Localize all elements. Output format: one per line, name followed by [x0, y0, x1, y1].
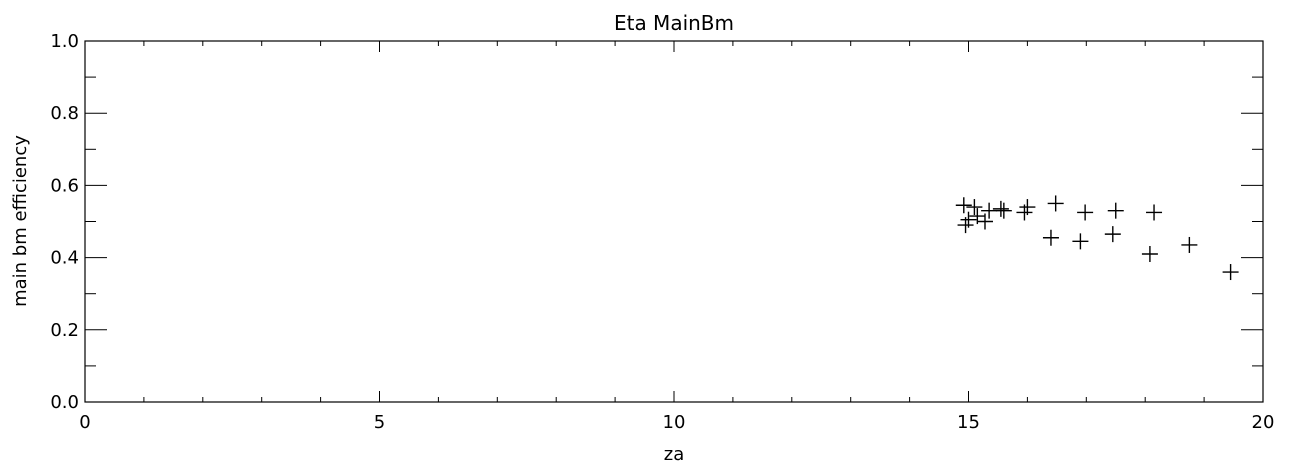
- data-point: [1077, 204, 1094, 221]
- plot-frame: [84, 40, 1264, 403]
- y-axis-label: main bm efficiency: [10, 135, 31, 307]
- chart-title: Eta MainBm: [614, 11, 734, 35]
- data-point: [1104, 226, 1121, 243]
- y-tick-label: 0.6: [50, 175, 79, 196]
- x-tick-label: 15: [957, 412, 980, 433]
- axis-ticks: 0 5 10 15 20 0.0 0.2 0.4 0.6 0.8 1.0: [50, 31, 1274, 433]
- data-point: [955, 197, 972, 214]
- data-point: [1222, 264, 1239, 281]
- data-point: [1181, 236, 1198, 253]
- data-point: [966, 199, 983, 216]
- data-point: [992, 200, 1009, 217]
- x-axis-label: za: [664, 444, 684, 465]
- data-point: [995, 202, 1012, 219]
- y-tick-label: 0.0: [50, 392, 79, 413]
- data-point: [960, 211, 977, 228]
- data-point: [1072, 233, 1089, 250]
- y-tick-label: 1.0: [50, 31, 79, 52]
- data-point: [1019, 199, 1036, 216]
- data-point: [1042, 229, 1059, 246]
- data-point: [1146, 204, 1163, 221]
- y-tick-label: 0.8: [50, 103, 79, 124]
- data-point: [981, 202, 998, 219]
- x-tick-label: 5: [374, 412, 385, 433]
- data-points: [955, 195, 1239, 281]
- x-tick-label: 20: [1252, 412, 1275, 433]
- data-point: [1141, 245, 1158, 262]
- x-tick-label: 10: [663, 412, 686, 433]
- x-tick-label: 0: [79, 412, 90, 433]
- data-point: [1107, 202, 1124, 219]
- y-tick-label: 0.4: [50, 248, 79, 269]
- y-tick-label: 0.2: [50, 320, 79, 341]
- data-point: [1047, 195, 1064, 212]
- data-point: [976, 213, 993, 230]
